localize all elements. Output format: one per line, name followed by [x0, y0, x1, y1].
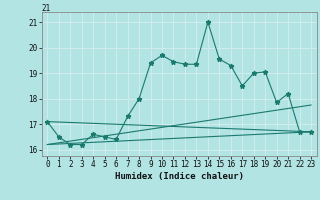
- Text: 21: 21: [42, 4, 51, 13]
- X-axis label: Humidex (Indice chaleur): Humidex (Indice chaleur): [115, 172, 244, 181]
